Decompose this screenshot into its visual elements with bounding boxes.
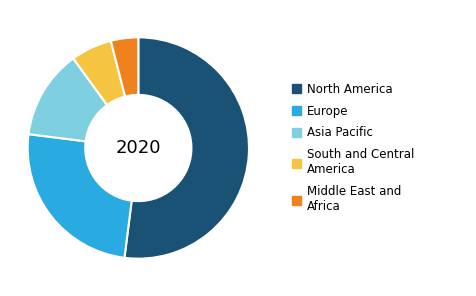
Wedge shape bbox=[124, 37, 248, 259]
Wedge shape bbox=[73, 41, 125, 105]
Text: 2020: 2020 bbox=[115, 139, 161, 157]
Wedge shape bbox=[28, 134, 131, 258]
Wedge shape bbox=[29, 59, 107, 141]
Wedge shape bbox=[110, 37, 138, 96]
Legend: North America, Europe, Asia Pacific, South and Central
America, Middle East and
: North America, Europe, Asia Pacific, Sou… bbox=[288, 79, 417, 217]
